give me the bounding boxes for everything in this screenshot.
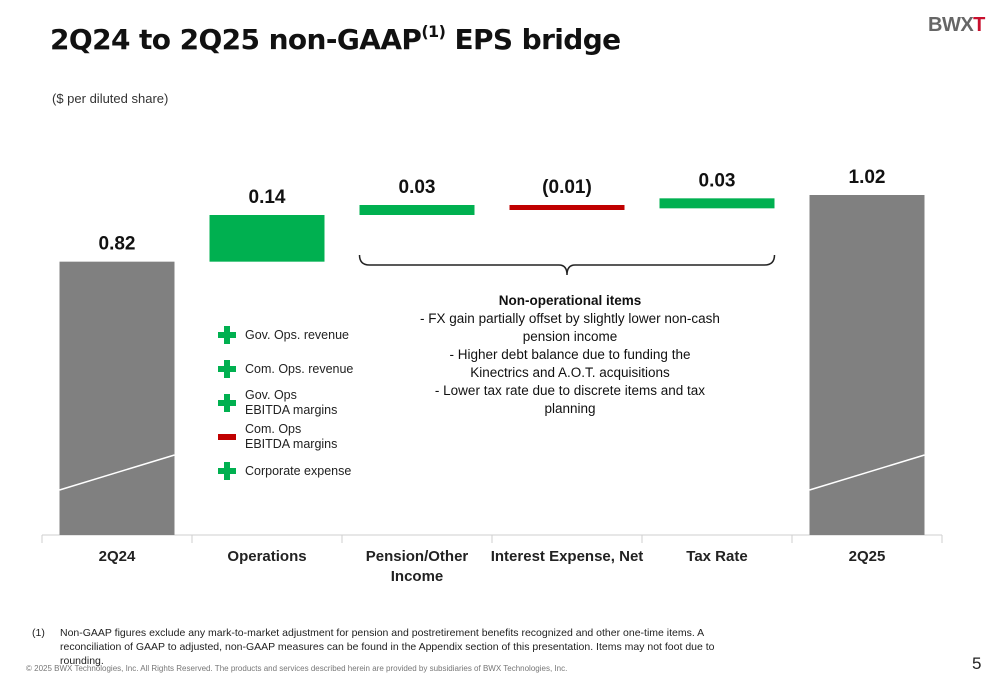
driver-label: Gov. Ops. revenue [245, 327, 349, 342]
data-label: 0.03 [399, 177, 436, 198]
driver-item: Gov. Ops. revenue [218, 318, 353, 352]
x-tick-label: Pension/Other Income [366, 548, 469, 585]
bar-decoration-line [809, 454, 925, 491]
driver-item: Corporate expense [218, 454, 353, 488]
title-text: 2Q24 to 2Q25 non-GAAP [50, 23, 422, 56]
non-operational-title: Non-operational items [498, 293, 642, 308]
plus-icon [218, 462, 236, 480]
footnote: (1) Non-GAAP figures exclude any mark-to… [32, 626, 750, 668]
data-label: 0.82 [99, 234, 136, 255]
driver-label: Corporate expense [245, 463, 352, 478]
page-title: 2Q24 to 2Q25 non-GAAP(1) EPS bridge [50, 22, 621, 56]
plus-icon [218, 360, 236, 378]
x-tick-label: 2Q24 [99, 548, 136, 565]
driver-label: Com. Ops. revenue [245, 361, 354, 376]
bar-decoration-line [59, 454, 175, 491]
bar [509, 205, 625, 210]
non-operational-items-note: Non-operational items - FX gain partiall… [420, 292, 720, 418]
plus-icon [218, 326, 236, 344]
bar [59, 261, 175, 535]
footnote-text: Non-GAAP figures exclude any mark-to-mar… [60, 627, 715, 667]
copyright-text: © 2025 BWX Technologies, Inc. All Rights… [26, 664, 568, 673]
logo-accent: T [973, 14, 985, 36]
x-tick-label: Interest Expense, Net [491, 548, 644, 565]
data-label: 1.02 [849, 167, 886, 188]
title-text-suffix: EPS bridge [445, 23, 621, 56]
non-operational-bracket [358, 254, 776, 276]
eps-bridge-chart: 0.82 2Q24 0.14 Operations 0.03 Pension/Other I… [41, 167, 943, 585]
plus-icon [218, 394, 236, 412]
driver-label: Com. Ops EBITDA margins [245, 422, 338, 451]
minus-icon [218, 428, 236, 446]
non-operational-bullet: - Higher debt balance due to funding the… [449, 347, 691, 380]
data-label: 0.03 [699, 170, 736, 191]
bar [809, 195, 925, 535]
title-footnote-mark: (1) [421, 22, 446, 41]
page-number: 5 [972, 654, 982, 673]
x-tick-label: 2Q25 [849, 548, 886, 565]
bar [659, 198, 775, 209]
driver-item: Com. Ops. revenue [218, 352, 353, 386]
non-operational-bullet: - Lower tax rate due to discrete items a… [434, 383, 706, 416]
logo-text: BWX [928, 14, 974, 36]
bar [209, 215, 325, 262]
data-label: (0.01) [542, 177, 592, 198]
driver-label: Gov. Ops EBITDA margins [245, 388, 338, 417]
footnote-mark: (1) [32, 627, 45, 639]
data-label: 0.14 [249, 187, 286, 208]
x-tick-label: Tax Rate [686, 548, 747, 565]
bar [359, 205, 475, 215]
non-operational-bullet: - FX gain partially offset by slightly l… [420, 311, 720, 344]
units-label: ($ per diluted share) [52, 91, 169, 106]
driver-item: Gov. Ops EBITDA margins [218, 386, 353, 420]
x-tick-label: Operations [227, 548, 306, 565]
operations-drivers-legend: Gov. Ops. revenue Com. Ops. revenue Gov.… [218, 318, 353, 488]
driver-item: Com. Ops EBITDA margins [218, 420, 353, 454]
company-logo: BWXT [928, 14, 985, 37]
